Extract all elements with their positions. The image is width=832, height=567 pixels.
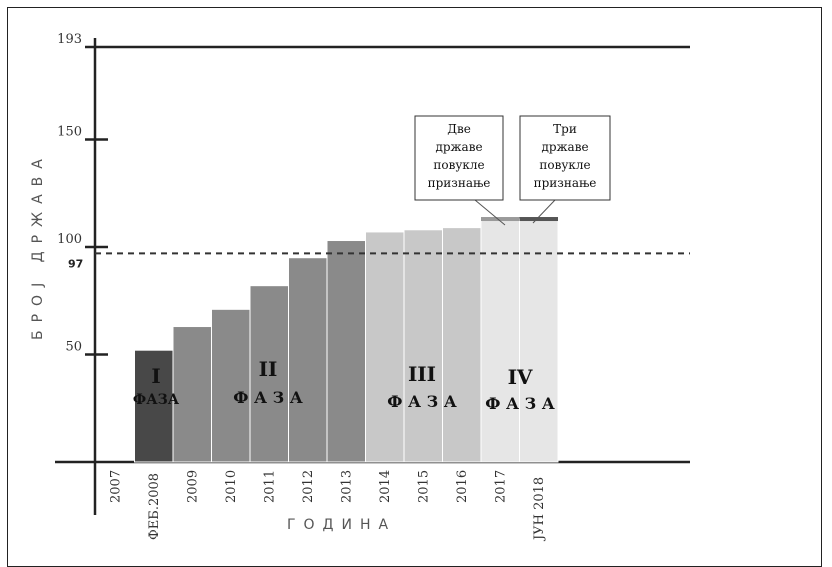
callout-1-line-3: признање [534,176,597,190]
callout-0-line-3: признање [428,176,491,190]
callout-0-line-0: Две [447,122,471,136]
callout-pointer-0 [474,199,506,226]
phase-numeral-0: I [151,364,160,388]
bar-2 [172,326,212,463]
bar-6 [326,240,366,463]
bar-8 [403,229,443,463]
x-tick-label-3: 2010 [224,470,239,503]
y-axis-title: БРОЈ ДРЖАВА [30,151,46,340]
bar-chart: 50 100 150 193 2007 ФЕБ.2008 2009 2010 2011 2012… [30,32,690,542]
y-tick-label-193: 193 [57,32,82,47]
callouts-group: Две државе повукле признање Три државе повукле… [414,115,611,226]
reference-line-label: 97 [68,257,83,270]
x-tick-label-5: 2012 [301,470,316,503]
bar-cap-10 [481,217,520,222]
x-ticks-group: 2007 ФЕБ.2008 2009 2010 2011 2012 2013 2014 2015… [108,470,547,542]
callout-1-line-1: државе [541,140,588,154]
bar-11 [519,218,559,463]
phase-word-2: Ф А З А [387,392,457,411]
bar-1 [134,349,174,463]
callout-1-line-0: Три [553,122,577,136]
x-axis-title: ГОДИНА [287,517,396,533]
bar-5 [288,257,328,463]
y-ticks-group: 50 100 150 193 [57,32,108,356]
bar-7 [365,231,405,463]
phase-word-0: ФАЗА [133,392,180,408]
phase-word-1: Ф А З А [233,388,303,407]
bar-9 [442,227,482,463]
callout-pointer-1 [532,199,556,224]
bar-cap-11 [519,217,558,222]
callout-0-line-1: државе [435,140,482,154]
x-tick-label-1: ФЕБ.2008 [147,473,162,540]
phase-labels-group: I ФАЗА II Ф А З А III Ф А З А IV Ф А З А [133,357,555,413]
x-tick-label-10: 2017 [493,470,508,503]
callout-box-1 [519,115,611,201]
bars-group [134,217,559,463]
x-tick-label-6: 2013 [339,470,354,503]
phase-numeral-1: II [259,357,278,381]
bar-10 [480,218,520,463]
phase-numeral-2: III [408,362,436,386]
x-tick-label-2: 2009 [185,470,200,503]
x-tick-label-7: 2014 [378,470,393,503]
phase-numeral-3: IV [508,365,533,389]
callout-1-line-2: повукле [539,158,590,172]
callout-0-line-2: повукле [433,158,484,172]
x-tick-label-8: 2015 [416,470,431,503]
x-tick-label-9: 2016 [455,470,470,503]
y-tick-label-100: 100 [57,232,82,247]
phase-word-3: Ф А З А [485,394,555,413]
x-tick-label-4: 2011 [262,470,277,503]
x-tick-label-0: 2007 [108,470,123,503]
callout-box-0 [414,115,504,201]
bar-4 [249,285,289,463]
x-tick-label-11: ЈУН 2018 [532,477,547,542]
y-tick-label-50: 50 [65,339,82,354]
bar-3 [211,308,251,463]
y-tick-label-150: 150 [57,124,82,139]
